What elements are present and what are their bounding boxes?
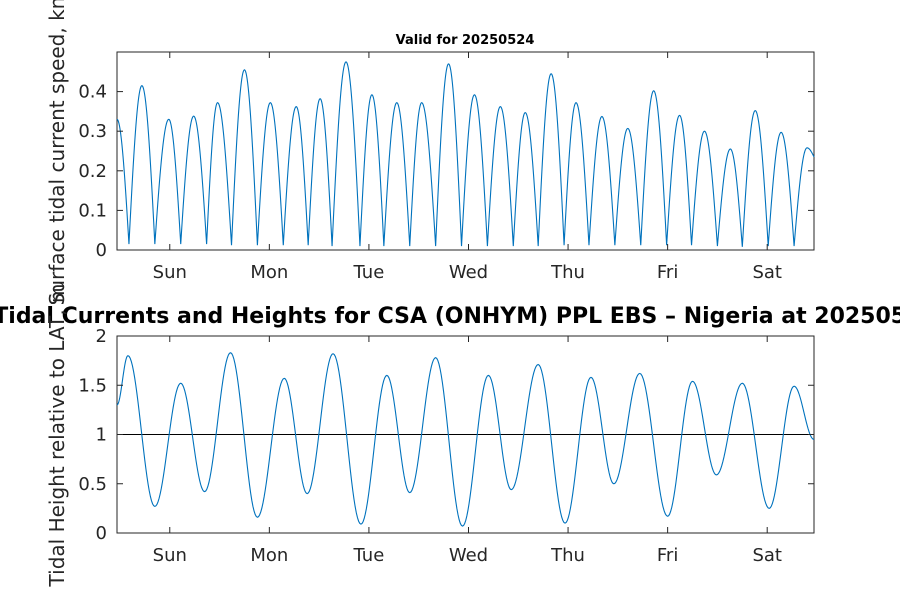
current-speed-xtick-label: Thu — [550, 262, 585, 283]
current-speed-series-line — [116, 61, 815, 247]
current-speed-ytick-label: 0.1 — [78, 200, 107, 221]
current-speed-title: Valid for 20250524 — [396, 33, 535, 48]
current-speed-xtick-label: Sat — [752, 262, 782, 283]
tidal-height-xtick-label: Wed — [449, 545, 488, 566]
current-speed-plot: 0 0.1 0.2 0.3 0.4 Sun Mon Tue Wed Thu Fri Sat Valid… — [45, 0, 815, 305]
current-speed-ytick-label: 0.3 — [78, 121, 107, 142]
current-speed-ytick-label: 0.4 — [78, 82, 107, 103]
tidal-height-ytick-label: 1 — [96, 425, 107, 446]
tidal-height-ytick-label: 2 — [96, 326, 107, 347]
current-speed-ytick-label: 0 — [96, 240, 107, 261]
tidal-height-ylabel: Tidal Height relative to LAT, m — [45, 284, 69, 588]
figure-main-title: Tidal Currents and Heights for CSA (ONHY… — [0, 304, 900, 329]
tidal-height-xtick-label: Tue — [353, 545, 385, 566]
tidal-height-xtick-label: Mon — [250, 545, 288, 566]
tidal-height-series-line — [116, 352, 815, 527]
current-speed-xtick-label: Mon — [250, 262, 288, 283]
tidal-height-xtick-label: Sun — [153, 545, 187, 566]
tidal-height-xtick-label: Thu — [550, 545, 585, 566]
tidal-height-plot: 0 0.5 1 1.5 2 Sun Mon Tue Wed Thu Fri Sat Tidal Cur… — [0, 284, 900, 588]
current-speed-xtick-label: Fri — [657, 262, 678, 283]
tidal-height-xtick-label: Fri — [657, 545, 678, 566]
tidal-height-ytick-label: 0 — [96, 523, 107, 544]
current-speed-xtick-label: Wed — [449, 262, 488, 283]
tidal-height-xtick-label: Sat — [752, 545, 782, 566]
tidal-height-ytick-label: 0.5 — [78, 474, 107, 495]
current-speed-xtick-label: Tue — [353, 262, 385, 283]
current-speed-xtick-label: Sun — [153, 262, 187, 283]
current-speed-ylabel: Surface tidal current speed, kn — [45, 0, 69, 305]
current-speed-ytick-label: 0.2 — [78, 161, 107, 182]
tidal-height-ytick-label: 1.5 — [78, 375, 107, 396]
